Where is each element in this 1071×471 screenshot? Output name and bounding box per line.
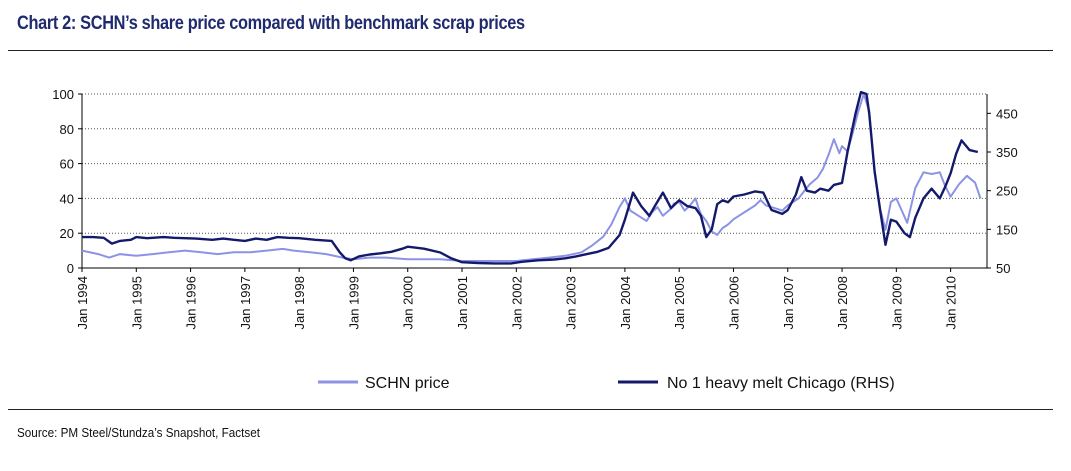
source-note: Source: PM Steel/Stundza’s Snapshot, Fac…	[17, 425, 261, 440]
left-tick-label: 80	[60, 122, 74, 137]
x-tick-label: Jan 2008	[835, 276, 850, 330]
x-tick-label: Jan 1997	[238, 276, 253, 330]
x-tick-label: Jan 2010	[944, 276, 959, 330]
series-lines	[81, 90, 982, 265]
x-tick-label: Jan 2003	[564, 276, 579, 330]
left-tick-label: 40	[60, 191, 74, 206]
plot-area	[81, 94, 988, 269]
bottom-divider	[8, 409, 1053, 410]
gridlines	[82, 93, 987, 234]
right-tick-label: 150	[996, 222, 1018, 237]
right-tick-label: 450	[996, 106, 1018, 121]
series-line-heavy-melt	[82, 90, 979, 265]
x-tick-label: Jan 1994	[75, 276, 90, 330]
left-axis: 0 20 40 60 80 100	[52, 87, 82, 276]
chart-title: Chart 2: SCHN’s share price compared wit…	[17, 13, 525, 34]
x-tick-label: Jan 1999	[346, 276, 361, 330]
x-tick-label: Jan 2005	[672, 276, 687, 330]
x-tick-label: Jan 1995	[129, 276, 144, 330]
x-tick-label: Jan 2001	[455, 276, 470, 330]
x-tick-label: Jan 2004	[618, 276, 633, 330]
right-axis: 50 150 250 350 450	[987, 106, 1018, 276]
x-tick-label: Jan 2002	[509, 276, 524, 330]
x-tick-label: Jan 1996	[184, 276, 199, 330]
x-tick-label: Jan 1998	[292, 276, 307, 330]
top-divider	[8, 50, 1053, 51]
series-line-schn-price	[81, 93, 982, 262]
legend: SCHN price No 1 heavy melt Chicago (RHS)	[318, 375, 895, 392]
x-axis: Jan 1994 Jan 1995 Jan 1996 Jan 1997 Jan 1998…	[75, 268, 959, 330]
x-tick-label: Jan 2000	[401, 276, 416, 330]
legend-label: No 1 heavy melt Chicago (RHS)	[667, 375, 895, 392]
left-tick-label: 60	[60, 157, 74, 172]
left-tick-label: 0	[67, 261, 74, 276]
right-tick-label: 350	[996, 145, 1018, 160]
left-tick-label: 100	[52, 87, 74, 102]
left-tick-label: 20	[60, 226, 74, 241]
right-tick-label: 250	[996, 184, 1018, 199]
x-tick-label: Jan 2009	[889, 276, 904, 330]
right-tick-label: 50	[996, 261, 1010, 276]
x-tick-label: Jan 2007	[781, 276, 796, 330]
legend-label: SCHN price	[365, 375, 450, 392]
x-tick-label: Jan 2006	[726, 276, 741, 330]
